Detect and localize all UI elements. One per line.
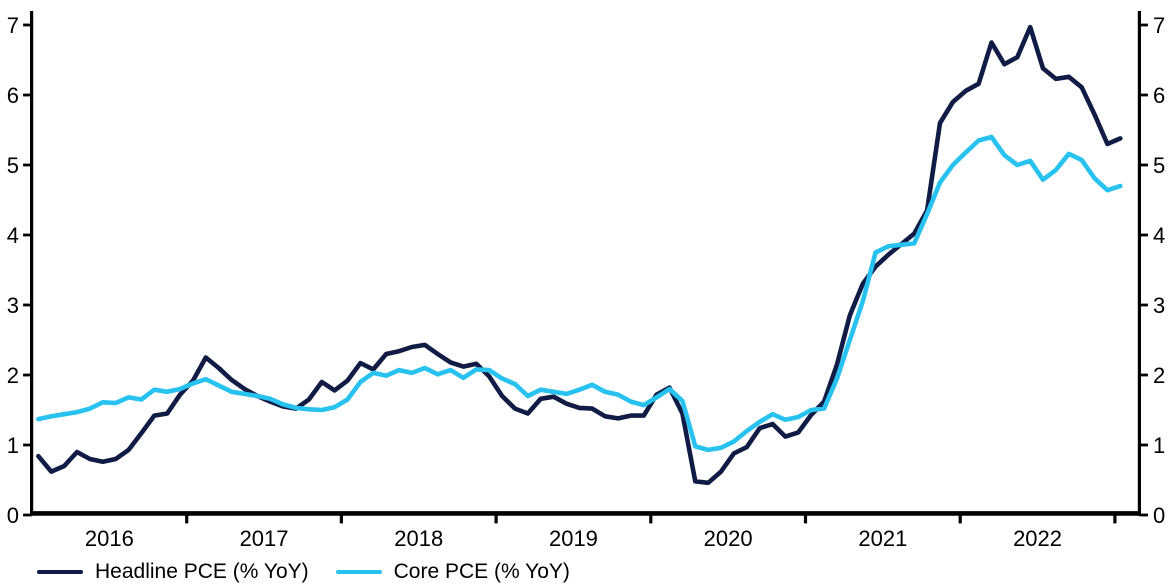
headline-line-swatch-icon [37,569,83,575]
data-series [36,24,1123,486]
left-y-tick-label: 1 [7,433,19,458]
legend-item-headline-pce: Headline PCE (% YoY) [37,560,309,584]
legend-item-core-pce: Core PCE (% YoY) [335,560,570,584]
left-y-tick-label: 2 [7,363,19,388]
x-year-label: 2018 [394,526,443,551]
legend-label: Core PCE (% YoY) [393,560,570,583]
right-y-tick-label: 3 [1153,293,1165,318]
series-line-core-pce [36,134,1123,453]
right-y-tick-label: 4 [1153,223,1165,248]
x-year-label: 2022 [1013,526,1062,551]
right-y-tick-label: 0 [1153,503,1165,528]
left-y-tick-label: 4 [7,223,19,248]
right-y-tick-label: 6 [1153,83,1165,108]
legend-label: Headline PCE (% YoY) [95,560,309,583]
x-year-label: 2017 [240,526,289,551]
left-y-tick-label: 0 [7,503,19,528]
axis-labels: 0 0 1 1 2 2 3 3 4 4 5 5 6 6 7 7 2016 2017 2018 2019 2020 2021… [7,13,1166,551]
axes [23,11,1148,524]
left-y-tick-label: 3 [7,293,19,318]
left-y-tick-label: 6 [7,83,19,108]
left-y-tick-label: 5 [7,153,19,178]
right-y-tick-label: 7 [1153,13,1165,38]
left-y-tick-label: 7 [7,13,19,38]
x-year-label: 2021 [858,526,907,551]
x-year-label: 2019 [549,526,598,551]
series-line-headline-pce [36,24,1123,486]
right-y-tick-label: 1 [1153,433,1165,458]
core-line-swatch-icon [335,569,382,575]
x-year-label: 2020 [704,526,753,551]
legend: Headline PCE (% YoY) Core PCE (% YoY) [37,560,570,584]
right-y-tick-label: 5 [1153,153,1165,178]
x-year-label: 2016 [85,526,134,551]
right-y-tick-label: 2 [1153,363,1165,388]
